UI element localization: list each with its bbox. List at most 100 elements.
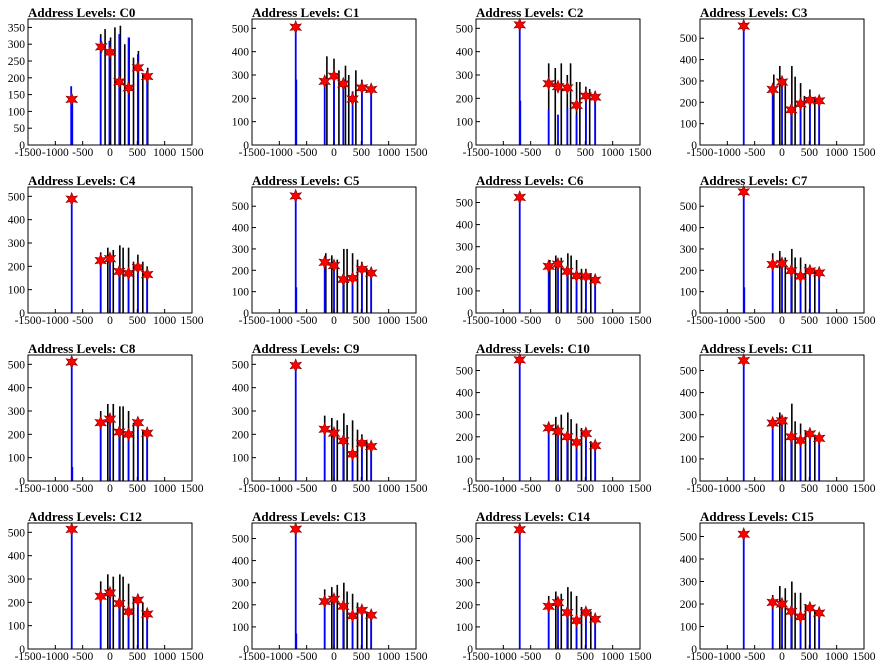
star-marker [355, 261, 369, 277]
x-tick-label: 500 [577, 315, 595, 327]
y-tick-label: 0 [467, 308, 473, 320]
star-marker [289, 19, 303, 35]
x-tick-label: 1000 [601, 147, 624, 159]
x-tick-label: -1500 [687, 147, 714, 159]
y-tick-label: 100 [680, 622, 698, 634]
chart-svg: 0 100 200 300 400 500 -1500 -1000 -500 0 500 1000 15… [680, 184, 876, 327]
chart-svg: 0 100 200 300 400 500 -1500 -1000 -500 0 500 1000 15… [680, 18, 876, 159]
y-tick-label: 0 [467, 644, 473, 656]
y-tick-label: 200 [680, 265, 698, 277]
x-tick-label: 1500 [181, 483, 204, 495]
y-tick-label: 200 [8, 73, 26, 85]
x-tick-label: 0 [107, 315, 113, 327]
x-tick-label: 1500 [629, 651, 652, 663]
star-marker [355, 602, 369, 618]
x-tick-label: -1000 [266, 651, 293, 663]
y-tick-label: 300 [8, 574, 26, 586]
x-tick-label: 500 [129, 651, 147, 663]
x-tick-label: 500 [801, 483, 819, 495]
x-tick-label: 1500 [853, 315, 876, 327]
x-tick-label: -500 [520, 651, 541, 663]
y-tick-label: 0 [467, 140, 473, 152]
y-tick-label: 300 [680, 577, 698, 589]
y-tick-label: 400 [232, 556, 250, 568]
y-tick-label: 200 [232, 429, 250, 441]
y-tick-label: 0 [19, 308, 25, 320]
x-tick-label: -500 [520, 315, 541, 327]
x-tick-label: 500 [801, 147, 819, 159]
star-marker [784, 263, 798, 279]
chart-title: Address Levels: C5 [252, 173, 360, 188]
star-marker [570, 613, 583, 629]
y-tick-label: 250 [8, 56, 26, 68]
chart-title: Address Levels: C14 [476, 509, 590, 524]
x-tick-label: 0 [555, 315, 561, 327]
x-tick-label: -500 [72, 483, 93, 495]
y-tick-label: 0 [467, 476, 473, 488]
star-marker [812, 93, 826, 109]
x-tick-label: -500 [744, 483, 765, 495]
x-tick-label: 500 [353, 483, 371, 495]
y-tick-label: 500 [8, 191, 26, 203]
star-marker [327, 425, 341, 441]
star-marker [784, 604, 798, 619]
chart-svg: 0 50 100 150 200 250 300 350 -1500 -1000 -500 0 500 1… [8, 18, 204, 159]
x-tick-label: 1000 [377, 147, 400, 159]
x-tick-label: 1500 [629, 315, 652, 327]
star-marker [784, 429, 798, 445]
y-tick-label: 50 [14, 123, 26, 135]
x-tick-label: -1000 [42, 483, 69, 495]
star-marker [803, 426, 817, 442]
star-marker [336, 76, 350, 92]
x-tick-label: -500 [520, 147, 541, 159]
star-marker [65, 521, 79, 537]
y-tick-label: 100 [680, 119, 698, 131]
star-marker [140, 69, 154, 84]
star-marker [775, 256, 789, 271]
y-tick-label: 100 [456, 622, 474, 634]
y-tick-label: 350 [8, 22, 26, 34]
chart-svg: 0 100 200 300 400 500 -1500 -1000 -500 0 500 1000 15… [232, 354, 428, 495]
x-tick-label: 0 [331, 651, 337, 663]
y-tick-label: 300 [232, 578, 250, 590]
star-marker [560, 429, 574, 445]
star-marker [766, 82, 780, 97]
star-marker [289, 521, 303, 537]
y-tick-label: 500 [680, 33, 698, 45]
star-marker [112, 74, 126, 90]
star-marker [346, 608, 359, 624]
y-tick-label: 0 [19, 644, 25, 656]
x-tick-label: -1500 [463, 483, 490, 495]
star-marker [327, 591, 341, 607]
star-marker [588, 272, 602, 288]
chart-title: Address Levels: C11 [700, 341, 814, 356]
y-tick-label: 100 [232, 622, 250, 634]
y-tick-label: 100 [456, 117, 474, 129]
x-tick-label: 1000 [153, 147, 176, 159]
x-tick-label: 1000 [153, 651, 176, 663]
x-tick-label: 500 [577, 651, 595, 663]
star-marker [131, 415, 145, 431]
chart-panel-11: Address Levels: C11 0 100 200 300 400 500 -1500… [672, 336, 896, 504]
chart-title: Address Levels: C3 [700, 5, 808, 20]
y-tick-label: 200 [680, 432, 698, 444]
chart-svg: 0 100 200 300 400 500 -1500 -1000 -500 0 500 1000 15… [8, 521, 204, 663]
x-tick-label: 1500 [629, 147, 652, 159]
x-tick-label: -1500 [687, 483, 714, 495]
y-tick-label: 300 [232, 70, 250, 82]
y-tick-label: 400 [8, 551, 26, 563]
chart-title: Address Levels: C9 [252, 341, 360, 356]
y-tick-label: 500 [456, 365, 474, 377]
chart-svg: 0 100 200 300 400 500 -1500 -1000 -500 0 500 1000 15… [456, 352, 652, 495]
y-tick-label: 300 [680, 244, 698, 256]
y-tick-label: 200 [8, 261, 26, 273]
star-marker [94, 39, 108, 55]
x-tick-label: -1500 [687, 315, 714, 327]
y-tick-label: 0 [243, 644, 249, 656]
star-marker [103, 585, 117, 601]
chart-svg: 0 100 200 300 400 500 -1500 -1000 -500 0 500 1000 15… [232, 18, 428, 159]
chart-panel-5: Address Levels: C5 0 100 200 300 400 500 -1500-… [224, 168, 448, 336]
chart-title: Address Levels: C12 [28, 509, 142, 524]
x-tick-label: 1500 [181, 147, 204, 159]
y-tick-label: 200 [680, 599, 698, 611]
